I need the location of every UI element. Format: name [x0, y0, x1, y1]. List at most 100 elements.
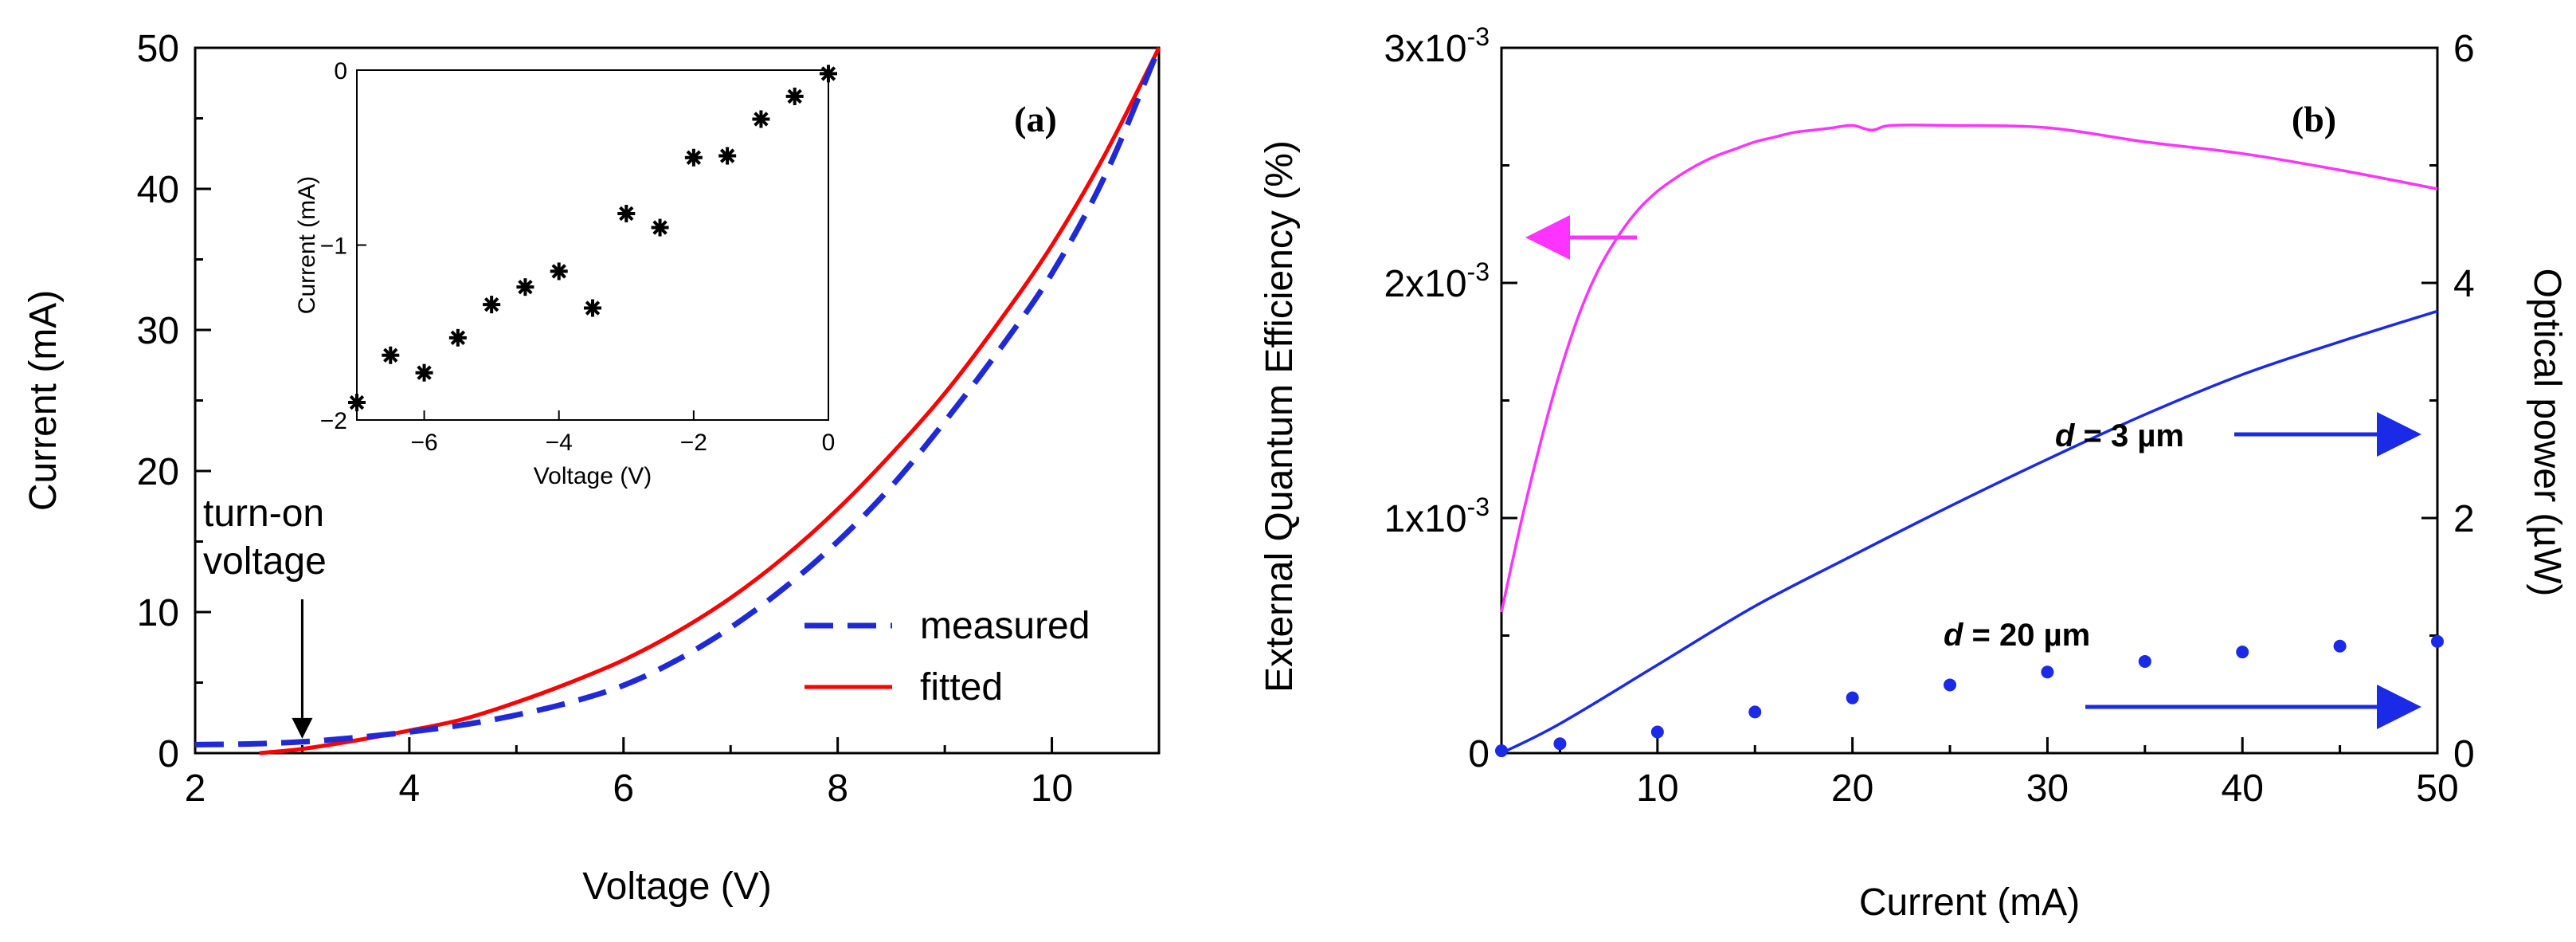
- inset-point-11-stroke: [719, 148, 735, 163]
- power-3um-axis-arrow: [2234, 412, 2421, 457]
- y2-tick-label-b-0: 0: [2453, 733, 2475, 775]
- y-tick-mantissa-b-2: 2x10: [1384, 263, 1466, 305]
- eqe-axis-arrow: [1525, 215, 1637, 260]
- inset-point-7-stroke: [585, 300, 601, 316]
- series-power-20um-point-3: [1748, 705, 1762, 719]
- x-tick-label-b-4: 50: [2416, 767, 2458, 810]
- x-tick-label-b-1: 20: [1831, 767, 1873, 810]
- inset-point-12: [752, 110, 770, 128]
- inset-point-13: [785, 87, 804, 105]
- inset-point-8: [617, 204, 636, 222]
- inset-x-tick-label-2: −2: [680, 430, 707, 456]
- series-power-20um-point-1: [1553, 737, 1567, 751]
- y-tick-exponent-b-3: -3: [1467, 22, 1490, 51]
- inset-point-0: [348, 394, 366, 412]
- inset-x-tick-label-1: −4: [546, 430, 573, 456]
- inset-plot-area: [356, 69, 829, 421]
- series-power-20um-point-7: [2138, 654, 2151, 668]
- series-power-20um-point-0: [1495, 744, 1508, 758]
- inset-point-5-stroke: [518, 279, 533, 295]
- legend-fitted-label: fitted: [920, 666, 1003, 708]
- inset-y-tick-label-2: −2: [320, 408, 347, 434]
- label-d-1-italic: d: [1944, 618, 1964, 653]
- label-d-0-italic: d: [2055, 418, 2076, 453]
- series-eqe-line: [1500, 124, 2438, 613]
- power-20um-axis-arrow: [2085, 685, 2421, 729]
- y-tick-label-b-1: 1x10-3: [1384, 493, 1490, 540]
- label-d-1: d = 20 µm: [1944, 618, 2090, 653]
- y-tick-label-b-0: 0: [1468, 733, 1490, 775]
- inset-x-tick-label-3: 0: [822, 430, 836, 456]
- x-axis-label-b: Current (mA): [1859, 881, 2080, 924]
- y2-axis-label-b: Optical power (µW): [2526, 269, 2568, 597]
- series-power-3um-line: [1501, 309, 2438, 755]
- series-power-20um-point-9: [2333, 639, 2347, 653]
- inset-point-3: [448, 328, 467, 347]
- y-tick-label-b-3: 3x10-3: [1384, 22, 1490, 70]
- annotation-arrow-head: [292, 717, 313, 739]
- annotation-arrow: [292, 599, 313, 739]
- power-20um-axis-arrow-head: [2377, 685, 2421, 729]
- inset-point-14: [820, 65, 837, 83]
- inset-point-8-stroke: [619, 206, 634, 222]
- inset-point-12-stroke: [754, 112, 769, 127]
- inset-a: −6 −4 −2 0 0 −1 −2 Voltage (V) Current (mA): [294, 58, 837, 489]
- x-tick-label-a-2: 6: [613, 767, 634, 810]
- x-axis-label-a: Voltage (V): [582, 865, 771, 908]
- x-tick-label-b-2: 30: [2026, 767, 2069, 810]
- inset-point-0-stroke: [349, 394, 365, 410]
- annotation-turn-on: turn-on: [203, 493, 324, 535]
- series-power-20um-point-4: [1846, 691, 1859, 705]
- eqe-axis-arrow-head: [1525, 215, 1570, 260]
- inset-y-tick-label-1: −1: [320, 234, 347, 260]
- y2-tick-label-b-2: 4: [2453, 263, 2475, 305]
- series-power-20um-point-10: [2431, 634, 2444, 648]
- legend-measured-label: measured: [920, 605, 1090, 647]
- series-power-20um-point-6: [2041, 665, 2054, 679]
- inset-y-tick-label-0: 0: [334, 58, 347, 84]
- inset-point-1-stroke: [383, 347, 398, 363]
- label-d-0-rest: = 3 µm: [2074, 418, 2184, 453]
- x-tick-label-b-0: 10: [1636, 767, 1678, 810]
- y-tick-mantissa-b-0: 0: [1468, 733, 1490, 775]
- y-tick-label-a-3: 30: [137, 310, 179, 352]
- inset-point-6-stroke: [551, 264, 566, 279]
- x-tick-label-a-1: 4: [399, 767, 421, 810]
- inset-x-axis-label: Voltage (V): [534, 463, 652, 489]
- annotation-voltage: voltage: [203, 540, 327, 583]
- label-d-0: d = 3 µm: [2055, 418, 2184, 453]
- inset-y-axis-label: Current (mA): [294, 176, 320, 314]
- y-axis-label-b: External Quantum Efficiency (%): [1259, 140, 1301, 693]
- y-tick-label-a-1: 10: [137, 592, 179, 634]
- inset-point-5: [516, 278, 534, 296]
- y-tick-mantissa-b-1: 1x10: [1384, 498, 1466, 540]
- series-power-20um-point-8: [2236, 646, 2249, 659]
- power-3um-axis-arrow-head: [2377, 412, 2421, 457]
- inset-point-13-stroke: [787, 88, 802, 104]
- inset-point-14-stroke: [820, 66, 836, 81]
- panel-label-b: (b): [2292, 99, 2336, 139]
- inset-point-7: [584, 299, 601, 317]
- y-tick-label-a-0: 0: [158, 733, 179, 775]
- inset-point-2: [415, 363, 433, 382]
- inset-point-4: [483, 296, 501, 314]
- chart-a: 2 4 6 8 10 0 10 20 30 40 50 Voltage (V) Current (mA)…: [22, 28, 1162, 908]
- y-tick-label-a-4: 40: [137, 169, 179, 211]
- panel-label-a: (a): [1014, 99, 1057, 139]
- y-tick-exponent-b-2: -3: [1467, 257, 1490, 286]
- y-tick-mantissa-b-3: 3x10: [1384, 28, 1466, 70]
- inset-point-9-stroke: [652, 220, 667, 235]
- series-power-20um-point-2: [1650, 725, 1664, 739]
- y2-tick-label-b-3: 6: [2453, 28, 2475, 70]
- inset-point-9: [651, 218, 669, 237]
- inset-point-6: [550, 262, 568, 281]
- series-power-20um-point-5: [1944, 678, 1957, 692]
- x-tick-label-b-3: 40: [2222, 767, 2264, 810]
- x-tick-label-a-4: 10: [1031, 767, 1073, 810]
- inset-x-tick-label-0: −6: [410, 430, 437, 456]
- inset-point-3-stroke: [450, 330, 466, 346]
- inset-point-10-stroke: [686, 150, 702, 165]
- y-tick-label-a-2: 20: [137, 451, 179, 493]
- y-tick-label-b-2: 2x10-3: [1384, 257, 1490, 305]
